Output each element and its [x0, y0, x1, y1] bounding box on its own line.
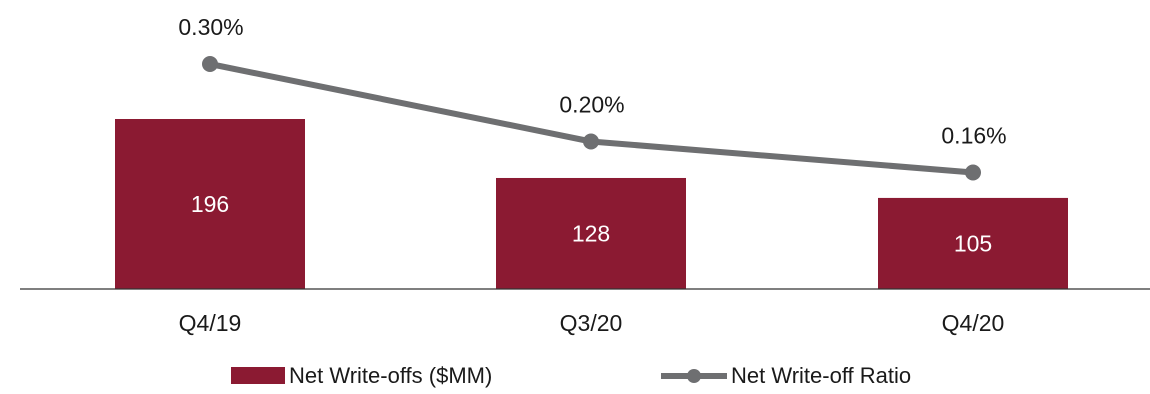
ratio-value-label: 0.20% [559, 92, 624, 118]
ratio-point [965, 164, 981, 181]
bar-q3-20 [496, 177, 686, 289]
ratio-line [207, 61, 976, 176]
bar-value-label: 105 [954, 230, 992, 256]
line-layer: 0.30% 0.20% 0.16% [178, 14, 1007, 181]
bars-layer: 196 128 105 [115, 119, 1068, 289]
legend-bar-swatch [231, 367, 285, 384]
legend-line-marker [687, 369, 701, 383]
legend-bar-label: Net Write-offs ($MM) [289, 363, 492, 388]
bar-value-label: 128 [572, 220, 610, 246]
bar-q4-20 [878, 197, 1068, 289]
x-tick-label: Q4/20 [942, 310, 1005, 336]
legend: Net Write-offs ($MM) Net Write-off Ratio [231, 363, 911, 388]
x-tick-label: Q3/20 [560, 310, 623, 336]
ratio-point [583, 133, 599, 150]
bar-value-label: 196 [191, 191, 229, 217]
ratio-value-label: 0.30% [178, 14, 243, 40]
axis-layer: Q4/19 Q3/20 Q4/20 [20, 288, 1150, 336]
x-tick-label: Q4/19 [179, 310, 242, 336]
ratio-value-label: 0.16% [941, 123, 1006, 149]
bar-q4-19 [115, 119, 305, 289]
ratio-point [202, 56, 218, 72]
legend-line-label: Net Write-off Ratio [731, 363, 911, 388]
